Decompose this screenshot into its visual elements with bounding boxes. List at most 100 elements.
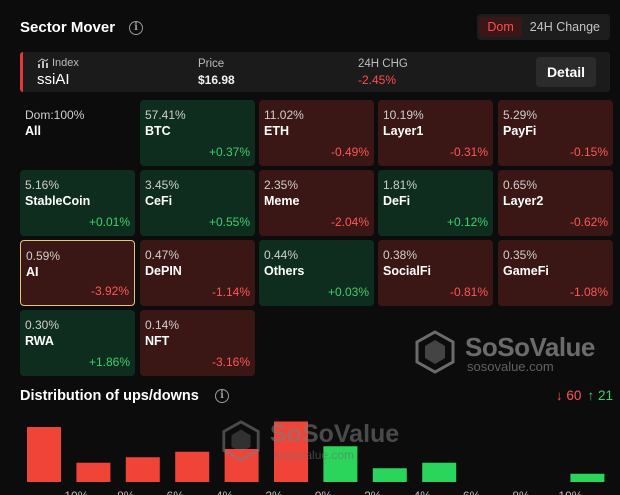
sector-change: -0.15% <box>569 145 608 159</box>
sector-dominance: 5.29% <box>503 108 538 122</box>
down-arrow-icon: ↓ <box>555 388 563 403</box>
chart-watermark: SoSoValue sosovalue.com <box>220 418 420 466</box>
info-icon[interactable]: i <box>129 21 143 35</box>
sector-tile-cefi[interactable]: 3.45% CeFi +0.55% <box>140 170 255 236</box>
sector-tile-nft[interactable]: 0.14% NFT -3.16% <box>140 310 255 376</box>
sector-change: +0.55% <box>208 215 250 229</box>
sector-name: All <box>25 124 41 138</box>
sector-dominance: 10.19% <box>383 108 424 122</box>
sector-change: +0.12% <box>446 215 488 229</box>
sector-tile-payfi[interactable]: 5.29% PayFi -0.15% <box>498 100 613 166</box>
sector-tile-ai[interactable]: 0.59% AI -3.92% <box>20 240 135 306</box>
x-tick-label: 8% <box>117 489 135 495</box>
sector-change: -0.49% <box>330 145 369 159</box>
sector-grid: Dom:100% All 57.41% BTC +0.37% 11.02% ETH -0.49… <box>20 100 613 376</box>
sector-name: GameFi <box>503 264 549 278</box>
sector-tile-socialfi[interactable]: 0.38% SocialFi -0.81% <box>378 240 493 306</box>
bar-downs-1 <box>76 462 111 482</box>
sector-change: -0.81% <box>449 285 488 299</box>
sector-tile-depin[interactable]: 0.47% DePIN -1.14% <box>140 240 255 306</box>
bar-downs-3 <box>175 451 210 482</box>
sector-name: ETH <box>264 124 289 138</box>
watermark-brand: SoSoValue <box>465 332 595 362</box>
x-tick-label: 10% <box>64 489 88 495</box>
chart-watermark-logo-icon <box>222 420 260 462</box>
watermark-url: sosovalue.com <box>467 359 554 374</box>
x-tick-label: 0% <box>315 489 333 495</box>
page-title: Sector Mover <box>20 19 116 36</box>
x-tick-label: 4% <box>216 489 234 495</box>
chart-watermark-brand: SoSoValue <box>270 420 400 448</box>
distribution-header: Distribution of ups/downs i ↓ 60 ↑ 21 <box>20 386 613 406</box>
down-count: ↓ 60 <box>556 388 582 403</box>
sector-dominance: 0.65% <box>503 178 538 192</box>
sector-name: StableCoin <box>25 194 91 208</box>
sector-change: -0.62% <box>569 215 608 229</box>
sector-name: Layer1 <box>383 124 424 138</box>
bar-downs-2 <box>125 457 160 482</box>
sector-tile-btc[interactable]: 57.41% BTC +0.37% <box>140 100 255 166</box>
sector-tile-rwa[interactable]: 0.30% RWA +1.86% <box>20 310 135 376</box>
sector-name: BTC <box>145 124 171 138</box>
sector-tile-layer2[interactable]: 0.65% Layer2 -0.62% <box>498 170 613 236</box>
sector-change: -3.92% <box>90 284 129 298</box>
sector-dominance: 0.38% <box>383 248 418 262</box>
sector-name: Others <box>264 264 305 278</box>
bar-downs-0 <box>27 427 61 482</box>
sector-tile-meme[interactable]: 2.35% Meme -2.04% <box>259 170 374 236</box>
up-arrow-icon: ↑ <box>587 388 595 403</box>
sector-change: +0.37% <box>208 145 250 159</box>
sector-tile-stablecoin[interactable]: 5.16% StableCoin +0.01% <box>20 170 135 236</box>
sector-name: PayFi <box>503 124 537 138</box>
distribution-info-icon[interactable]: i <box>215 389 229 403</box>
view-toggle[interactable]: Dom 24H Change <box>477 14 610 40</box>
x-tick-label: 8% <box>512 489 530 495</box>
sector-change: -0.31% <box>449 145 488 159</box>
distribution-chart: 10% 8% 6% 4% 2% 0% 2% 4% 6% 8% 10% SoSoValue sosov… <box>20 412 613 495</box>
toggle-24h-change[interactable]: 24H Change <box>529 20 600 34</box>
price-value: $16.98 <box>198 73 235 87</box>
sector-dominance: 0.47% <box>145 248 180 262</box>
sector-change: -3.16% <box>211 355 250 369</box>
sector-tile-gamefi[interactable]: 0.35% GameFi -1.08% <box>498 240 613 306</box>
sector-mover-header: Sector Mover i Dom 24H Change <box>20 14 610 40</box>
up-count: ↑ 21 <box>587 388 613 403</box>
sector-dominance: 11.02% <box>264 108 304 122</box>
sector-tile-others[interactable]: 0.44% Others +0.03% <box>259 240 374 306</box>
sector-tile-eth[interactable]: 11.02% ETH -0.49% <box>259 100 374 166</box>
sector-dominance: 0.59% <box>26 249 61 263</box>
sector-change: -1.14% <box>211 285 250 299</box>
change-label: 24H CHG <box>358 58 408 70</box>
sector-tile-all[interactable]: Dom:100% All <box>20 100 135 166</box>
index-card[interactable]: Index ssiAI Price $16.98 24H CHG -2.45% … <box>20 52 610 92</box>
sector-tile-layer1[interactable]: 10.19% Layer1 -0.31% <box>378 100 493 166</box>
distribution-title: Distribution of ups/downs <box>20 388 199 404</box>
sector-name: Layer2 <box>503 194 544 208</box>
sector-name: RWA <box>25 334 54 348</box>
sosovalue-logo-icon <box>415 330 455 374</box>
sector-dominance: 0.44% <box>264 248 299 262</box>
index-label-text: Index <box>52 57 79 69</box>
distribution-chart-svg: 10% 8% 6% 4% 2% 0% 2% 4% 6% 8% 10% <box>27 421 605 495</box>
bar-ups-8 <box>422 462 457 482</box>
x-tick-label: 6% <box>167 489 185 495</box>
sector-dominance: 1.81% <box>383 178 418 192</box>
ups-downs-counts: ↓ 60 ↑ 21 <box>556 388 613 403</box>
up-count-value: 21 <box>597 388 613 403</box>
x-tick-label: 6% <box>463 489 481 495</box>
sector-change: -2.04% <box>330 215 369 229</box>
sector-dominance: Dom:100% <box>25 108 85 122</box>
sector-dominance: 0.14% <box>145 318 180 332</box>
x-tick-label: 2% <box>265 489 283 495</box>
sector-dominance: 3.45% <box>145 178 180 192</box>
x-tick-label: 2% <box>364 489 382 495</box>
sector-name: SocialFi <box>383 264 431 278</box>
sector-tile-defi[interactable]: 1.81% DeFi +0.12% <box>378 170 493 236</box>
index-name: ssiAI <box>37 71 70 88</box>
sector-dominance: 0.35% <box>503 248 538 262</box>
toggle-dom[interactable]: Dom <box>479 17 522 37</box>
sector-change: +0.01% <box>88 215 130 229</box>
sector-dominance: 0.30% <box>25 318 60 332</box>
detail-button[interactable]: Detail <box>536 57 596 87</box>
index-chart-icon <box>37 57 49 68</box>
